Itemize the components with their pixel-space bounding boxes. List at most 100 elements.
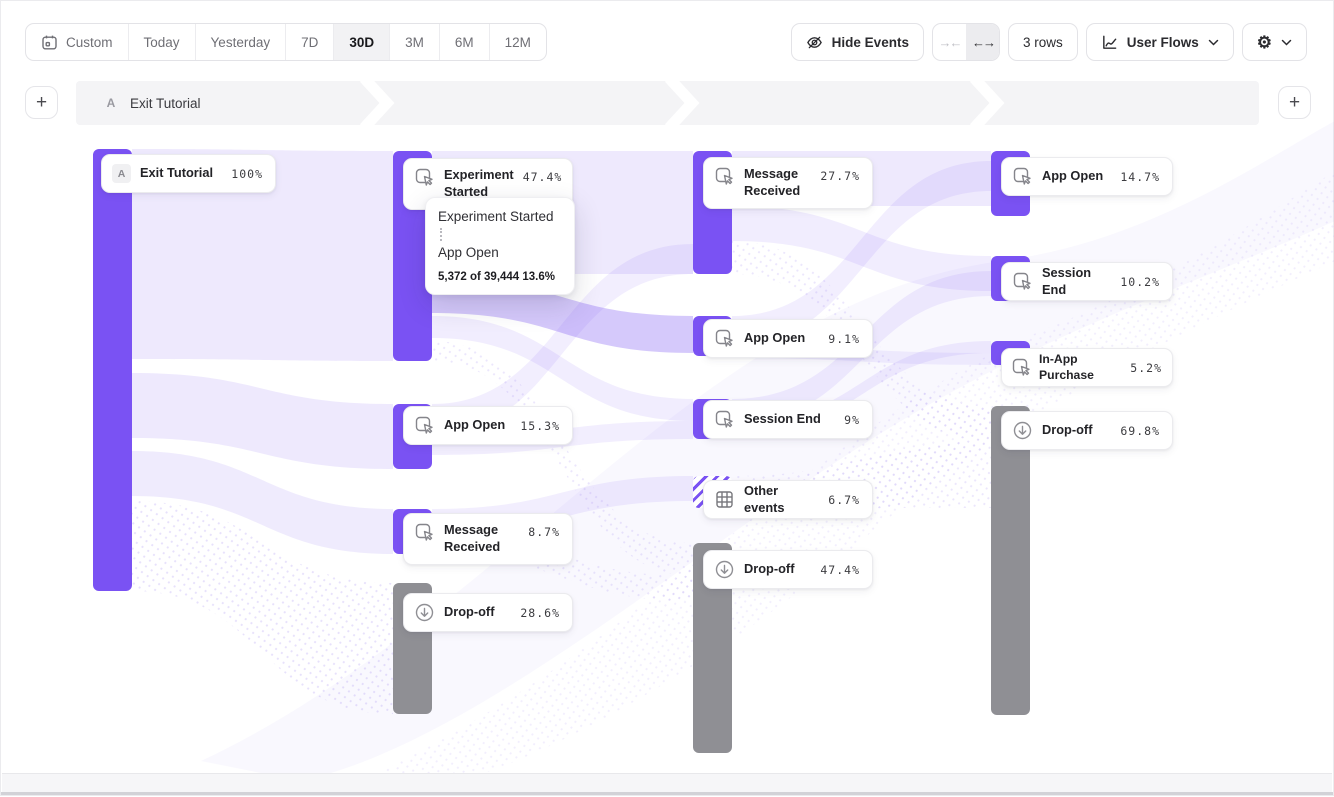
node-percent: 100% [231, 166, 263, 181]
hide-events-button[interactable]: Hide Events [790, 23, 924, 61]
node-card-dropoff-4[interactable]: Drop-off 69.8% [1001, 411, 1173, 450]
step-separators [359, 81, 1005, 125]
flow-ribbon[interactable] [432, 244, 693, 434]
node-percent: 6.7% [828, 492, 860, 507]
collapse-columns-button[interactable]: →← [933, 24, 966, 60]
add-step-right-button[interactable]: + [1278, 86, 1311, 119]
collapse-arrows-icon: →← [938, 34, 962, 50]
rows-button[interactable]: 3 rows [1007, 23, 1078, 61]
node-bar-dropoff-4[interactable] [991, 406, 1030, 715]
node-percent: 27.7% [820, 169, 860, 183]
node-card-app-open-4[interactable]: App Open 14.7% [1001, 157, 1173, 196]
event-icon [415, 168, 433, 186]
flow-ribbon[interactable] [132, 373, 393, 469]
flow-ribbon[interactable] [732, 161, 991, 346]
flow-ribbon-dropoff[interactable] [432, 341, 693, 576]
node-percent: 5.2% [1130, 360, 1162, 375]
node-card-message-received-2[interactable]: Message Received 8.7% [403, 513, 573, 565]
step-1-header: A Exit Tutorial [101, 81, 201, 125]
chevron-down-icon [1281, 39, 1292, 46]
node-card-session-end-4[interactable]: Session End 10.2% [1001, 262, 1173, 301]
flow-ribbon-dropoff[interactable] [132, 501, 393, 714]
node-percent: 9% [844, 412, 860, 427]
view-type-dropdown[interactable]: User Flows [1085, 23, 1234, 61]
date-range-3m[interactable]: 3M [389, 24, 439, 60]
flow-ribbon[interactable] [732, 341, 991, 436]
eye-off-icon [806, 36, 822, 48]
date-range-custom[interactable]: Custom [26, 24, 128, 60]
node-label: App Open [1042, 168, 1104, 184]
event-icon [715, 167, 733, 185]
flow-ribbon[interactable] [132, 149, 393, 361]
node-percent: 8.7% [528, 525, 560, 539]
node-label: Drop-off [1042, 422, 1093, 438]
node-card-app-open-2[interactable]: App Open 15.3% [403, 406, 573, 445]
plus-icon: + [35, 91, 48, 113]
dropoff-icon [415, 603, 434, 622]
tooltip-stat: 5,372 of 39,444 13.6% [438, 271, 555, 283]
date-range-12m[interactable]: 12M [488, 24, 546, 60]
event-icon [715, 329, 733, 347]
node-card-app-open-3[interactable]: App Open 9.1% [703, 319, 873, 358]
date-range-6m[interactable]: 6M [438, 24, 489, 60]
chevron-down-icon [1208, 39, 1218, 46]
node-label: Drop-off [444, 604, 495, 620]
expand-columns-button[interactable]: ←→ [965, 24, 999, 60]
flow-ribbon[interactable] [432, 278, 693, 353]
node-percent: 10.2% [1120, 274, 1160, 289]
node-card-message-received-3[interactable]: Message Received 27.7% [703, 157, 873, 209]
node-label: Exit Tutorial [140, 165, 213, 181]
node-card-other-events-3[interactable]: Other events 6.7% [703, 480, 873, 519]
calendar-icon [42, 35, 57, 50]
tooltip-source-event: Experiment Started [438, 209, 554, 224]
settings-dropdown[interactable]: ⚙ [1241, 23, 1307, 61]
collapse-expand-control: →← ←→ [931, 23, 1000, 61]
node-bar-exit-tutorial[interactable] [93, 149, 132, 591]
window-bottom-edge [1, 792, 1333, 795]
node-card-session-end-3[interactable]: Session End 9% [703, 400, 873, 439]
flow-steps-bar[interactable]: A Exit Tutorial [76, 81, 1259, 125]
chart-icon [1102, 35, 1117, 49]
node-label: Other events [744, 482, 785, 515]
node-label: App Open [444, 417, 506, 433]
dropoff-icon [1013, 421, 1032, 440]
dropoff-icon [715, 560, 734, 579]
node-percent: 9.1% [828, 331, 860, 346]
event-icon [1012, 358, 1030, 376]
flow-ribbon[interactable] [732, 206, 991, 291]
date-range-7d[interactable]: 7D [285, 24, 333, 60]
hide-events-label: Hide Events [831, 34, 909, 50]
step-badge: A [106, 96, 116, 110]
event-icon [415, 523, 433, 541]
node-label: In-App Purchase [1039, 351, 1094, 382]
grid-icon [716, 491, 733, 508]
toolbar-right-cluster: Hide Events →← ←→ 3 rows User Flows ⚙ [790, 23, 1307, 61]
expand-arrows-icon: ←→ [971, 34, 996, 50]
plus-icon: + [1288, 91, 1301, 113]
node-percent: 15.3% [520, 418, 560, 433]
date-range-label: Custom [66, 34, 113, 50]
date-range-30d[interactable]: 30D [333, 24, 390, 60]
rows-label: 3 rows [1022, 34, 1063, 50]
flow-tooltip: Experiment Started App Open 5,372 of 39,… [425, 197, 575, 295]
node-label: Message Received [444, 522, 501, 554]
node-percent: 28.6% [520, 605, 560, 620]
date-range-yesterday[interactable]: Yesterday [194, 24, 286, 60]
node-label: Experiment Started [444, 167, 514, 199]
node-card-in-app-purchase-4[interactable]: In-App Purchase 5.2% [1001, 348, 1173, 387]
add-step-left-button[interactable]: + [25, 86, 58, 119]
date-range-picker: Custom Today Yesterday 7D 30D 3M 6M 12M [25, 23, 547, 61]
node-card-exit-tutorial[interactable]: A Exit Tutorial 100% [101, 154, 276, 193]
event-icon [415, 416, 433, 434]
node-card-dropoff-3[interactable]: Drop-off 47.4% [703, 550, 873, 589]
bottom-scroll-track[interactable] [2, 773, 1332, 792]
top-toolbar: Custom Today Yesterday 7D 30D 3M 6M 12M … [25, 23, 1307, 61]
flow-ribbon[interactable] [132, 451, 393, 554]
node-label: Session End [1042, 264, 1092, 297]
view-type-label: User Flows [1126, 34, 1199, 50]
node-badge: A [112, 164, 131, 183]
node-card-dropoff-2[interactable]: Drop-off 28.6% [403, 593, 573, 632]
flow-ribbon[interactable] [432, 316, 693, 421]
date-range-today[interactable]: Today [127, 24, 195, 60]
